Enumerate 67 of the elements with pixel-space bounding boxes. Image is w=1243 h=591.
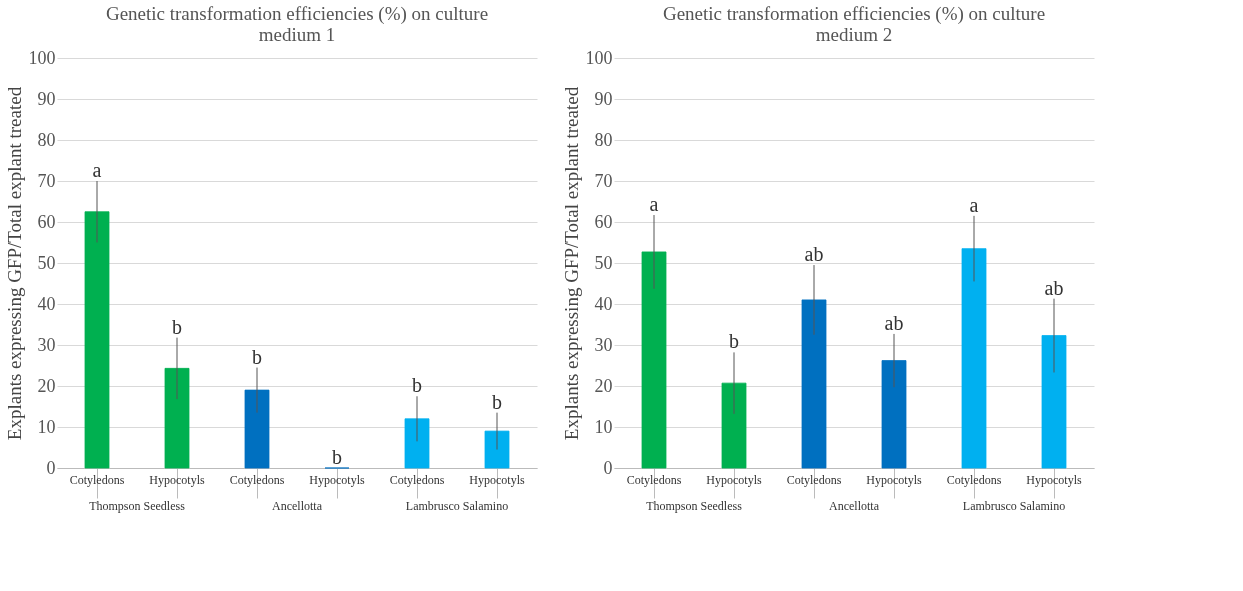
x-tick-label: Cotyledons	[69, 472, 125, 487]
chart-title: Genetic transformation efficiencies (%) on culture medium 1	[105, 3, 489, 45]
data-label: a	[92, 159, 102, 181]
y-tick-label: 10	[594, 416, 613, 437]
text: Thompson Seedless	[89, 499, 186, 513]
text: Thompson Seedless	[646, 499, 743, 513]
bar	[84, 211, 110, 469]
data-label: b	[492, 390, 502, 413]
y-tick-label: 10	[37, 416, 56, 437]
data-label: b	[172, 315, 182, 338]
y-tick-label: 80	[594, 129, 613, 150]
bar	[881, 360, 907, 469]
data-label: b	[252, 345, 262, 368]
y-tick-label: 100	[585, 47, 613, 68]
data-label: ab	[804, 243, 824, 266]
chart-title: Genetic transformation efficiencies (%) on culture medium 2	[662, 3, 1046, 45]
bar	[721, 382, 747, 469]
y-tick-label: 50	[594, 252, 613, 273]
text: Lambrusco Salamino	[405, 499, 509, 513]
x-tick-label: Hypocotyls	[706, 472, 762, 487]
bar	[164, 367, 190, 469]
y-tick-label: 60	[594, 211, 613, 232]
bar	[1041, 335, 1067, 469]
y-tick-label: 30	[594, 334, 613, 355]
y-tick-label: 50	[37, 252, 56, 273]
x-tick-label: Hypocotyls	[866, 472, 922, 487]
bar	[801, 299, 827, 469]
y-axis-title: Explants expressing GFP/Total explant treated	[560, 86, 582, 441]
x-tick-label: Cotyledons	[229, 472, 285, 487]
bar	[404, 418, 430, 469]
bar	[484, 430, 510, 469]
y-tick-label: 0	[603, 457, 613, 478]
y-tick-label: 90	[37, 88, 56, 109]
text: Ancellotta	[272, 499, 323, 513]
data-label: a	[649, 193, 659, 216]
data-label: b	[412, 374, 422, 397]
x-tick-label: Hypocotyls	[469, 472, 525, 487]
data-label: ab	[884, 311, 904, 334]
x-tick-label: Hypocotyls	[309, 472, 365, 487]
y-tick-label: 20	[37, 375, 56, 396]
x-tick-label: Hypocotyls	[1026, 472, 1082, 487]
x-tick-label: Cotyledons	[946, 472, 1002, 487]
y-tick-label: 20	[594, 375, 613, 396]
data-label: ab	[1044, 276, 1064, 299]
data-label: b	[332, 446, 342, 468]
y-tick-label: 80	[37, 129, 56, 150]
y-tick-label: 40	[37, 293, 56, 314]
y-tick-label: 0	[46, 457, 56, 478]
y-tick-label: 90	[594, 88, 613, 109]
y-tick-label: 30	[37, 334, 56, 355]
text: Lambrusco Salamino	[962, 499, 1066, 513]
x-tick-label: Hypocotyls	[149, 472, 205, 487]
y-tick-label: 70	[37, 170, 56, 191]
data-label: a	[969, 193, 979, 216]
data-label: b	[729, 330, 739, 353]
y-tick-label: 70	[594, 170, 613, 191]
y-tick-label: 100	[28, 47, 56, 68]
x-tick-label: Cotyledons	[786, 472, 842, 487]
x-tick-label: Cotyledons	[626, 472, 682, 487]
bar	[244, 389, 270, 469]
y-tick-label: 60	[37, 211, 56, 232]
bar	[961, 248, 987, 469]
y-axis-title: Explants expressing GFP/Total explant treated	[3, 86, 25, 441]
y-tick-label: 40	[594, 293, 613, 314]
x-tick-label: Cotyledons	[389, 472, 445, 487]
text: Ancellotta	[829, 499, 880, 513]
bar	[641, 251, 667, 469]
